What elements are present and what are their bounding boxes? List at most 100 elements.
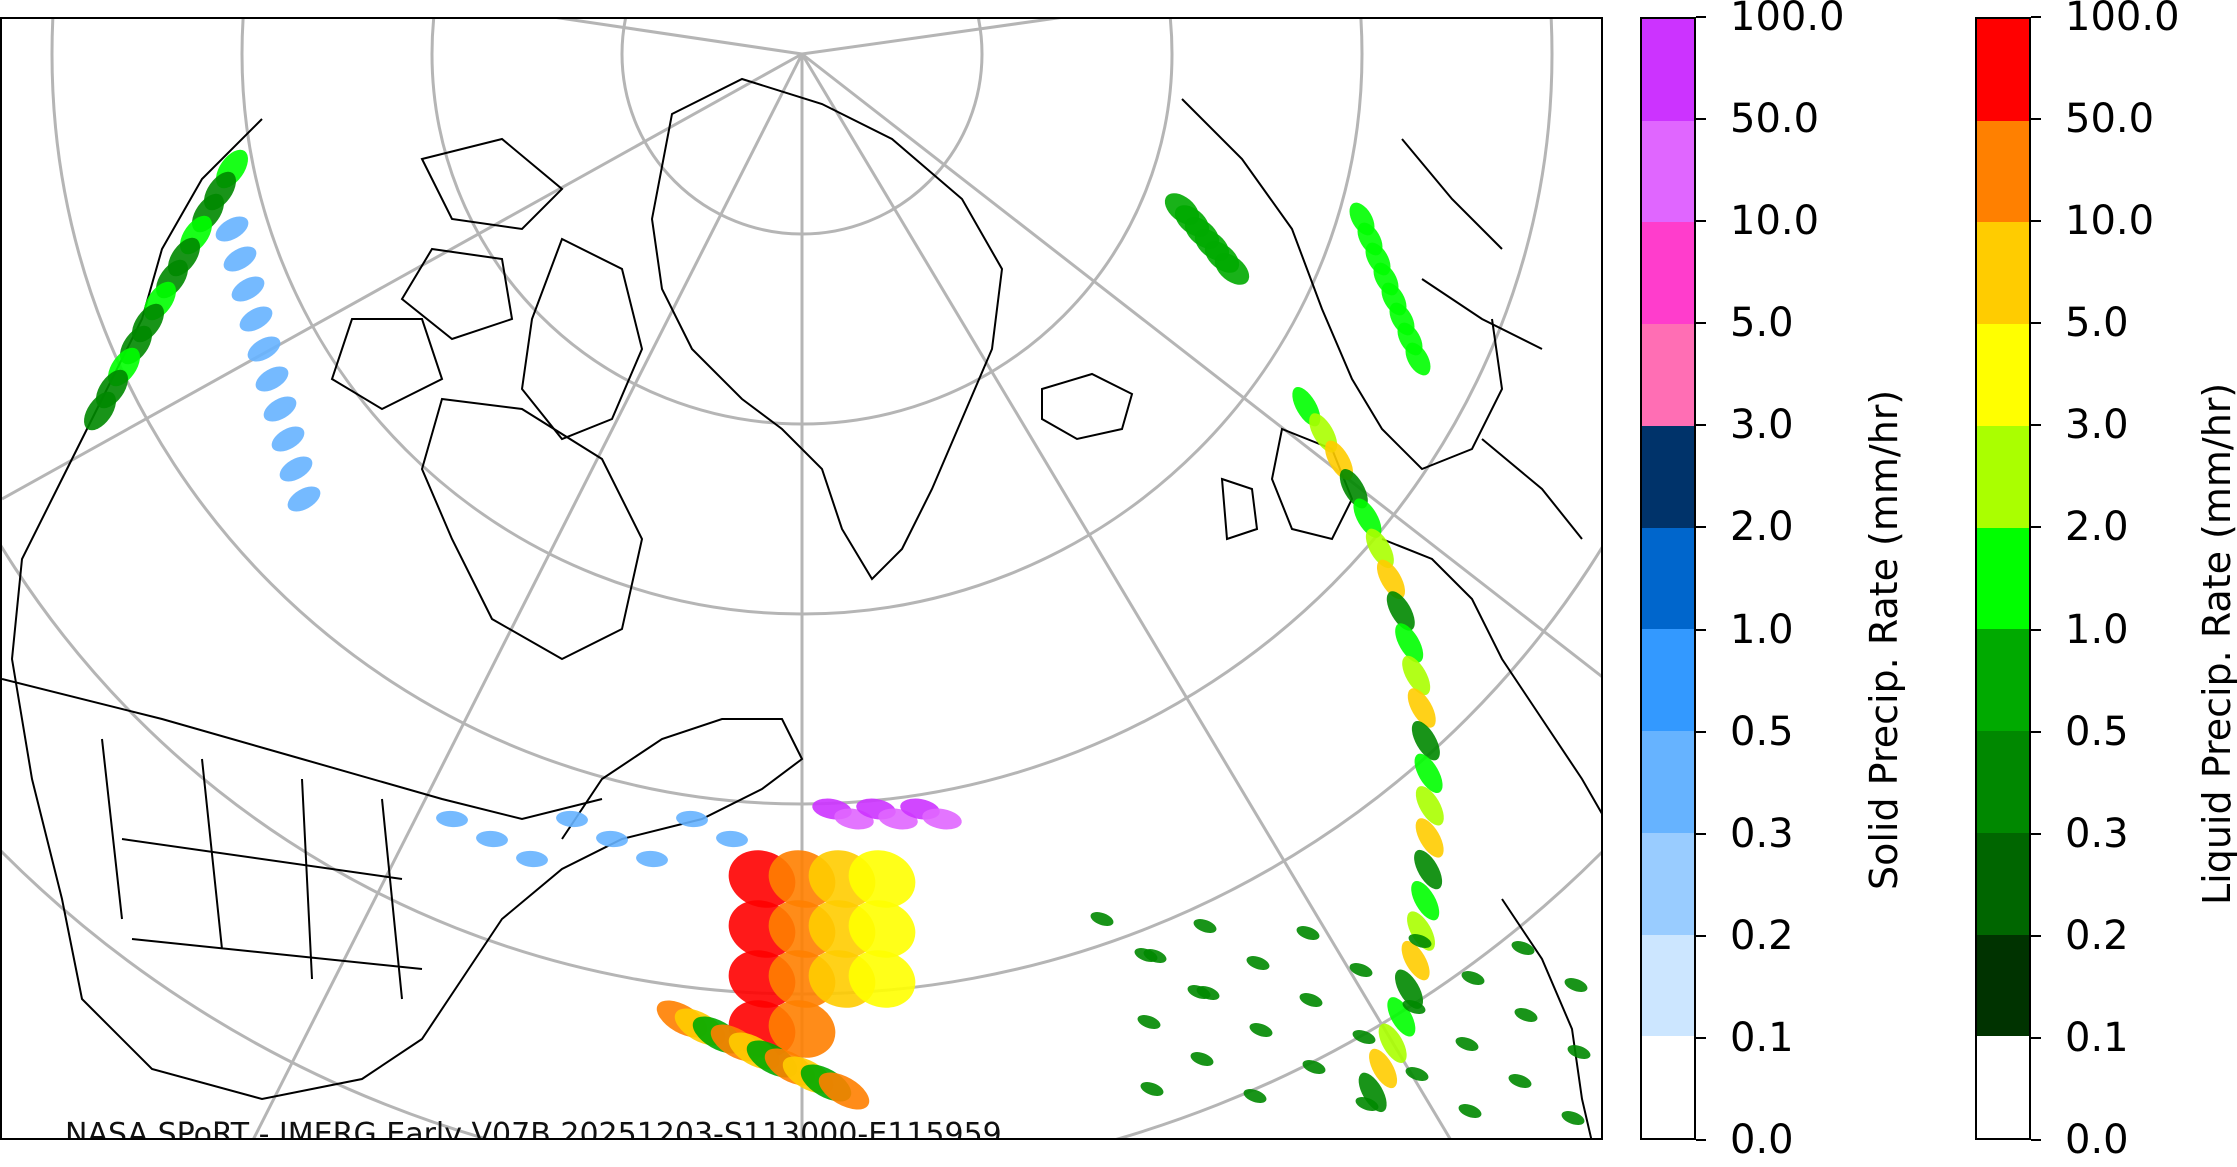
front-cell bbox=[1365, 528, 1394, 569]
scandinavia-coast bbox=[1181, 98, 1504, 471]
solid-segment-5 bbox=[1642, 527, 1694, 630]
front-cell bbox=[1395, 969, 1424, 1009]
solid-tick-mark bbox=[1696, 220, 1706, 223]
rain-cell bbox=[1564, 978, 1588, 992]
liquid-segment-10 bbox=[1977, 18, 2029, 121]
front-cell bbox=[1414, 849, 1443, 890]
liquid-colorbar-title: Liquid Precip. Rate (mm/hr) bbox=[2195, 382, 2237, 905]
snow-cell bbox=[223, 246, 257, 272]
liquid-segment-6 bbox=[1977, 425, 2029, 528]
solid-tick-mark bbox=[1696, 322, 1706, 325]
snow-cell bbox=[436, 810, 468, 828]
liquid-tick-label: 50.0 bbox=[2065, 96, 2155, 143]
solid-tick-label: 5.0 bbox=[1730, 300, 1794, 347]
snow-cell bbox=[215, 216, 249, 242]
snow-cell bbox=[596, 830, 628, 848]
greenland-outline bbox=[650, 77, 1004, 581]
rain-cell bbox=[1561, 1111, 1585, 1125]
liquid-segment-9 bbox=[1977, 120, 2029, 223]
liquid-segment-3 bbox=[1977, 731, 2029, 833]
rain-cell bbox=[1137, 1015, 1161, 1029]
solid-tick-mark bbox=[1696, 934, 1706, 937]
front-cell bbox=[1411, 721, 1440, 761]
solid-tick-mark bbox=[1696, 118, 1706, 121]
data-source-credit: NASA SPoRT - IMERG Early V07B 20251203-S… bbox=[65, 1117, 1002, 1140]
liquid-segment-0 bbox=[1977, 1036, 2029, 1138]
liquid-tick-mark bbox=[2031, 322, 2041, 325]
solid-segment-1 bbox=[1642, 934, 1694, 1037]
us-canada-border bbox=[2, 678, 603, 821]
rain-core bbox=[848, 950, 916, 1008]
baffin-island bbox=[520, 237, 644, 441]
rain-cell bbox=[1352, 1030, 1376, 1044]
rain-cell bbox=[1461, 971, 1485, 985]
rain-cell bbox=[1296, 926, 1320, 940]
rain-cell bbox=[1187, 985, 1211, 999]
liquid-tick-label: 0.1 bbox=[2065, 1014, 2129, 1061]
hudson-bay-coast bbox=[420, 397, 644, 661]
liquid-tick-mark bbox=[2031, 1139, 2041, 1141]
rain-cell bbox=[1514, 1008, 1538, 1022]
liquid-segment-7 bbox=[1977, 324, 2029, 426]
rain-cell bbox=[1511, 941, 1535, 955]
liquid-tick-mark bbox=[2031, 832, 2041, 835]
solid-tick-label: 0.1 bbox=[1730, 1014, 1794, 1061]
rain-band bbox=[818, 1072, 870, 1110]
liquid-tick-label: 10.0 bbox=[2065, 198, 2155, 245]
liquid-tick-mark bbox=[2031, 730, 2041, 733]
rain-cell bbox=[1243, 1089, 1267, 1103]
solid-tick-label: 10.0 bbox=[1730, 198, 1820, 245]
liquid-segment-2 bbox=[1977, 832, 2029, 935]
liquid-segment-8 bbox=[1977, 222, 2029, 325]
rain-cell bbox=[1249, 1023, 1273, 1037]
precipitation-overlay bbox=[84, 149, 1591, 1125]
rain-core bbox=[848, 900, 916, 958]
snow-cell bbox=[516, 850, 548, 868]
front-cell bbox=[1339, 469, 1368, 509]
liquid-precip-colorbar bbox=[1975, 17, 2031, 1140]
rain-core bbox=[768, 1000, 836, 1058]
solid-tick-label: 50.0 bbox=[1730, 96, 1820, 143]
rain-cell bbox=[1299, 993, 1323, 1007]
liquid-tick-label: 1.0 bbox=[2065, 606, 2129, 653]
rain-cell bbox=[1405, 1067, 1429, 1081]
snow-cell bbox=[676, 810, 708, 828]
snow-cell bbox=[271, 426, 305, 452]
front-cell bbox=[1386, 591, 1415, 631]
front-cell bbox=[1378, 1023, 1407, 1063]
rain-cell bbox=[1458, 1104, 1482, 1118]
rain-cell bbox=[1508, 1074, 1532, 1088]
liquid-segment-5 bbox=[1977, 527, 2029, 630]
rain-cell bbox=[1405, 342, 1431, 376]
snow-cell bbox=[231, 276, 265, 302]
solid-tick-mark bbox=[1696, 1036, 1706, 1039]
front-cell bbox=[1358, 1072, 1387, 1113]
solid-segment-0 bbox=[1642, 1036, 1694, 1138]
snow-cell bbox=[922, 808, 962, 830]
rain-cell bbox=[1349, 963, 1373, 977]
snow-cell bbox=[239, 306, 273, 332]
solid-segment-2 bbox=[1642, 832, 1694, 935]
rain-cell bbox=[1355, 1097, 1379, 1111]
solid-tick-mark bbox=[1696, 730, 1706, 733]
solid-segment-3 bbox=[1642, 731, 1694, 833]
rain-cell bbox=[1090, 912, 1114, 926]
liquid-tick-mark bbox=[2031, 934, 2041, 937]
solid-tick-label: 0.0 bbox=[1730, 1117, 1794, 1163]
precip-map: NASA SPoRT - IMERG Early V07B 20251203-S… bbox=[0, 17, 1603, 1140]
liquid-tick-label: 0.3 bbox=[2065, 810, 2129, 857]
europe-coast bbox=[1381, 538, 1601, 815]
solid-segment-7 bbox=[1642, 324, 1694, 426]
rain-cell bbox=[1140, 1082, 1164, 1096]
solid-tick-label: 100.0 bbox=[1730, 0, 1845, 40]
front-cell bbox=[1395, 623, 1424, 663]
solid-colorbar-title: Solid Precip. Rate (mm/hr) bbox=[1862, 389, 1906, 890]
front-cell bbox=[1369, 1048, 1398, 1089]
rain-cell bbox=[1134, 948, 1158, 962]
snow-cell bbox=[476, 830, 508, 848]
liquid-tick-mark bbox=[2031, 220, 2041, 223]
solid-tick-mark bbox=[1696, 526, 1706, 529]
liquid-tick-label: 2.0 bbox=[2065, 504, 2129, 551]
rain-cell bbox=[1455, 1037, 1479, 1051]
liquid-tick-label: 0.2 bbox=[2065, 912, 2129, 959]
